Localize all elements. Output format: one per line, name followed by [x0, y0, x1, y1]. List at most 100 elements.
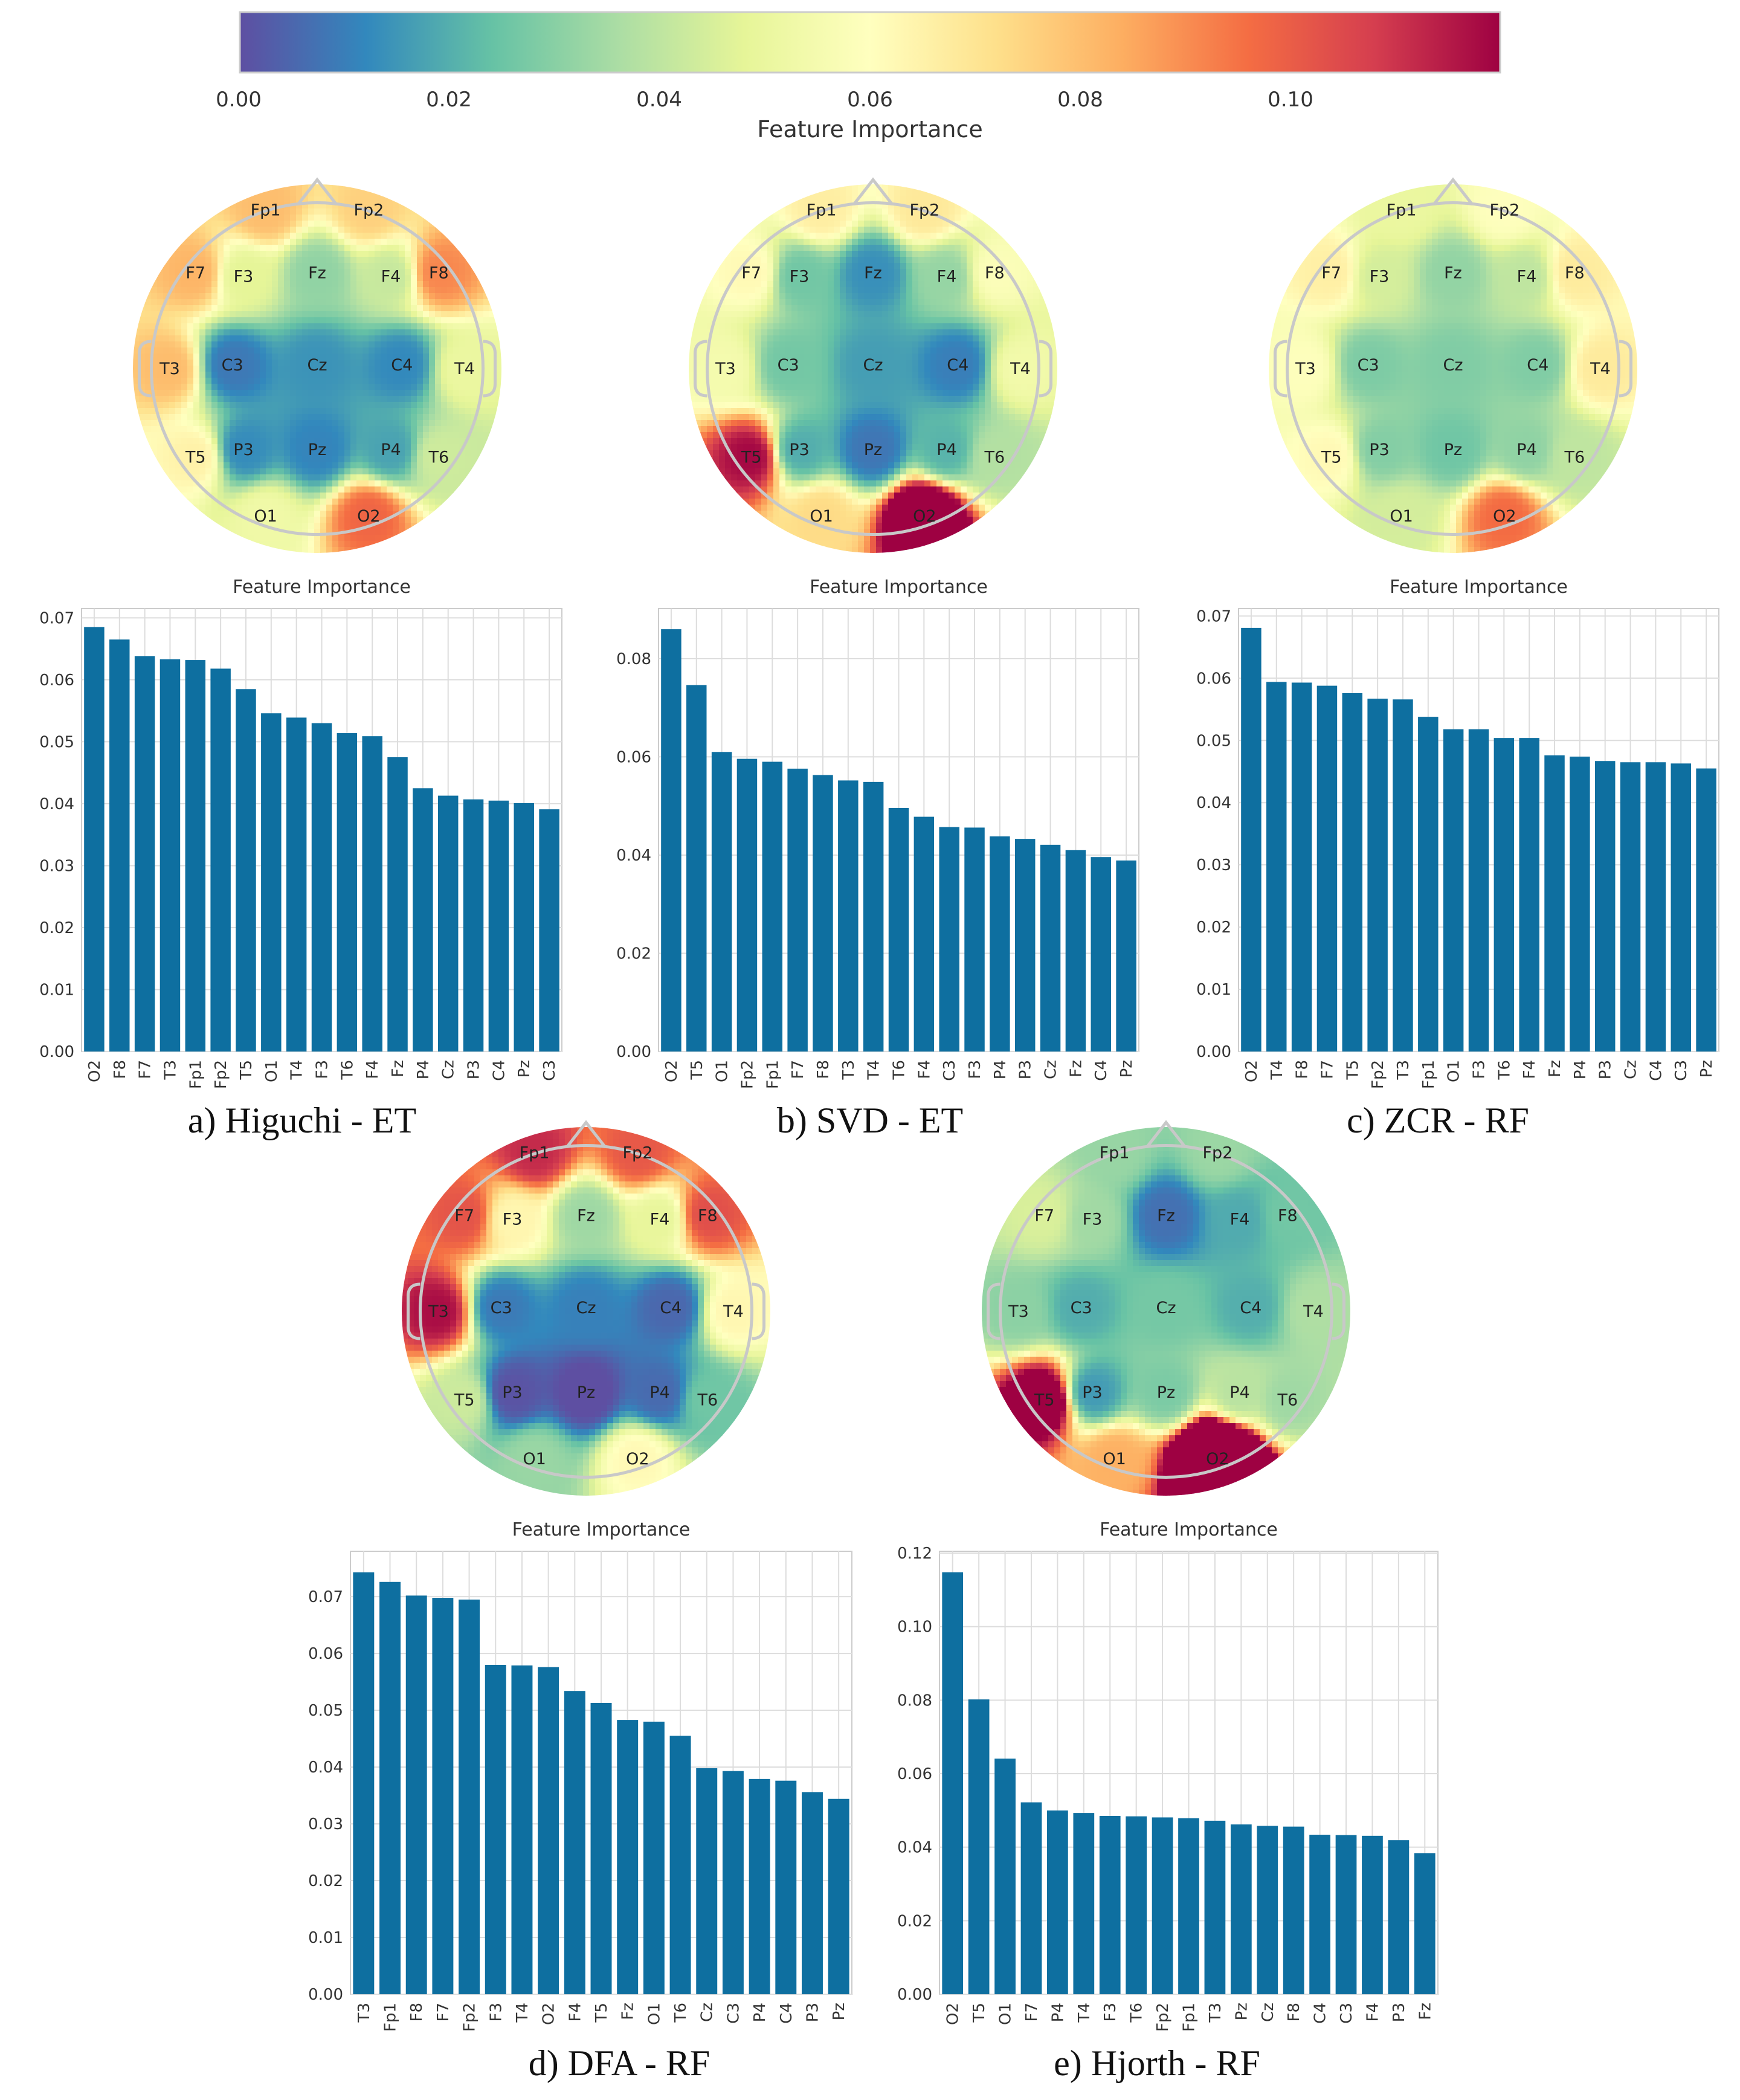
heatmap-cell: [308, 499, 315, 505]
heatmap-cell: [459, 432, 466, 439]
heatmap-cell: [332, 293, 339, 300]
heatmap-cell: [163, 456, 170, 463]
heatmap-cell: [737, 341, 744, 348]
heatmap-cell: [1003, 384, 1010, 390]
heatmap-cell: [242, 281, 248, 288]
heatmap-cell: [296, 215, 303, 221]
heatmap-cell: [429, 293, 436, 300]
heatmap-cell: [924, 329, 931, 336]
heatmap-cell: [810, 190, 816, 197]
heatmap-cell: [429, 384, 436, 390]
heatmap-cell: [350, 378, 357, 384]
heatmap-cell: [344, 384, 351, 390]
heatmap-cell: [435, 305, 442, 312]
heatmap-cell: [900, 184, 907, 191]
heatmap-cell: [405, 233, 411, 239]
heatmap-cell: [955, 372, 961, 378]
heatmap-cell: [381, 275, 387, 282]
heatmap-cell: [326, 275, 333, 282]
heatmap-cell: [961, 269, 967, 276]
heatmap-cell: [973, 287, 979, 294]
heatmap-cell: [882, 366, 889, 372]
heatmap-cell: [876, 372, 883, 378]
heatmap-cell: [326, 450, 333, 457]
heatmap-cell: [713, 287, 720, 294]
heatmap-cell: [961, 335, 967, 342]
heatmap-cell: [1045, 372, 1052, 378]
heatmap-cell: [441, 263, 448, 270]
heatmap-cell: [798, 323, 804, 330]
heatmap-cell: [314, 456, 321, 463]
heatmap-cell: [260, 317, 266, 324]
heatmap-cell: [900, 245, 907, 251]
heatmap-cell: [441, 311, 448, 318]
heatmap-cell: [302, 438, 309, 445]
heatmap-cell: [423, 402, 430, 409]
heatmap-cell: [350, 408, 357, 415]
heatmap-cell: [381, 323, 387, 330]
heatmap-cell: [864, 251, 871, 257]
heatmap-cell: [260, 202, 266, 209]
heatmap-cell: [242, 462, 248, 469]
heatmap-cell: [187, 499, 194, 505]
heatmap-cell: [489, 420, 496, 427]
heatmap-cell: [266, 341, 272, 348]
heatmap-cell: [447, 239, 454, 245]
heatmap-cell: [459, 384, 466, 390]
heatmap-cell: [338, 378, 345, 384]
heatmap-cell: [254, 245, 260, 251]
heatmap-cell: [900, 208, 907, 215]
heatmap-cell: [350, 426, 357, 433]
heatmap-cell: [961, 202, 967, 209]
heatmap-cell: [882, 287, 889, 294]
heatmap-cell: [767, 323, 774, 330]
heatmap-cell: [296, 444, 303, 451]
heatmap-cell: [393, 444, 399, 451]
heatmap-cell: [834, 384, 840, 390]
heatmap-cell: [798, 196, 804, 203]
heatmap-cell: [822, 287, 828, 294]
heatmap-cell: [429, 390, 436, 396]
heatmap-cell: [260, 426, 266, 433]
heatmap-cell: [211, 384, 218, 390]
heatmap-cell: [737, 378, 744, 384]
heatmap-cell: [810, 360, 816, 366]
heatmap-cell: [308, 341, 315, 348]
heatmap-cell: [381, 456, 387, 463]
heatmap-cell: [441, 287, 448, 294]
heatmap-cell: [284, 208, 291, 215]
heatmap-cell: [314, 317, 321, 324]
heatmap-cell: [224, 208, 230, 215]
heatmap-cell: [181, 257, 188, 263]
heatmap-cell: [767, 251, 774, 257]
heatmap-cell: [399, 245, 405, 251]
heatmap-cell: [236, 444, 242, 451]
heatmap-cell: [773, 360, 780, 366]
heatmap-cell: [767, 305, 774, 312]
heatmap-cell: [266, 323, 272, 330]
heatmap-cell: [133, 354, 140, 360]
heatmap-cell: [417, 269, 424, 276]
heatmap-cell: [338, 450, 345, 457]
heatmap-cell: [236, 408, 242, 415]
heatmap-cell: [302, 493, 309, 499]
heatmap-cell: [870, 378, 877, 384]
heatmap-cell: [961, 305, 967, 312]
heatmap-cell: [973, 305, 979, 312]
heatmap-cell: [387, 402, 393, 409]
heatmap-cell: [326, 529, 333, 535]
heatmap-cell: [967, 257, 973, 263]
heatmap-cell: [320, 420, 327, 427]
heatmap-cell: [791, 263, 798, 270]
heatmap-cell: [429, 372, 436, 378]
heatmap-cell: [320, 372, 327, 378]
heatmap-cell: [936, 323, 943, 330]
heatmap-cell: [344, 378, 351, 384]
heatmap-cell: [193, 372, 200, 378]
heatmap-cell: [284, 474, 291, 481]
heatmap-cell: [1009, 396, 1016, 402]
heatmap-cell: [447, 444, 454, 451]
heatmap-cell: [193, 275, 200, 282]
heatmap-cell: [344, 245, 351, 251]
heatmap-cell: [906, 329, 913, 336]
